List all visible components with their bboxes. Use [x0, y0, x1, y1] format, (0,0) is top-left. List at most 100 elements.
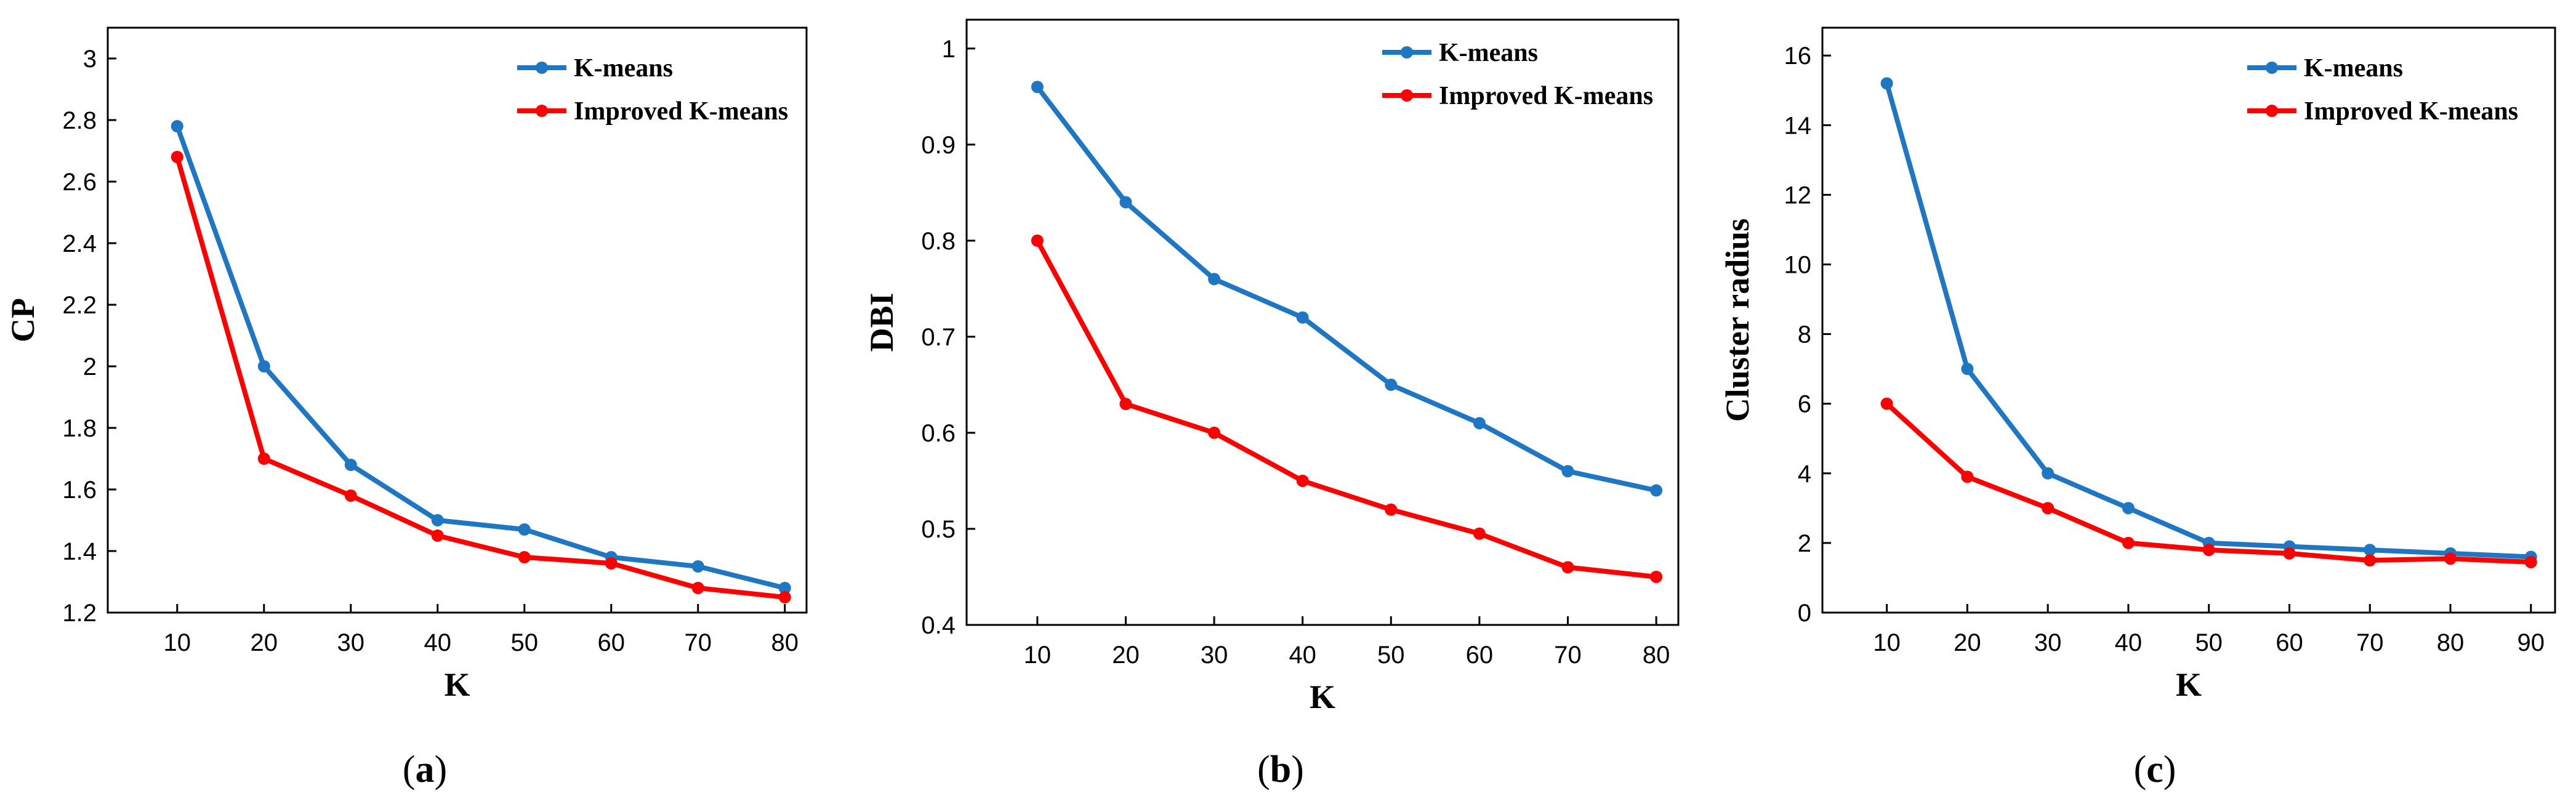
x-tick-label: 30: [1201, 642, 1228, 669]
data-point: [2122, 502, 2135, 515]
data-point: [2042, 502, 2055, 515]
data-point: [2444, 552, 2457, 565]
x-tick-label: 50: [2195, 629, 2223, 656]
x-axis-title: K: [444, 666, 470, 703]
data-point: [2524, 556, 2537, 569]
data-point: [2202, 544, 2215, 557]
x-tick-label: 70: [2356, 629, 2384, 656]
data-point: [431, 514, 444, 526]
x-axis-title: K: [2176, 666, 2202, 703]
y-tick-label: 0.4: [921, 612, 956, 639]
y-tick-label: 2.2: [62, 292, 97, 319]
y-tick-label: 0: [1798, 600, 1811, 627]
series-line-kmeans: [1884, 81, 2534, 560]
y-tick-label: 0.9: [921, 132, 956, 159]
data-point: [344, 459, 357, 471]
y-tick-label: 2: [83, 353, 97, 380]
chart-panel-b: 0.4 0.5 0.6 0.7 0.8 0.9 1 10 20 30 40 50 60 70 80 K DBI K…: [863, 18, 1680, 791]
x-tick-label: 40: [1289, 642, 1316, 669]
y-tick-label: 12: [1784, 182, 1812, 209]
data-point: [1561, 561, 1574, 574]
x-tick-label: 60: [2276, 629, 2303, 656]
data-point: [518, 551, 531, 563]
data-point: [1561, 465, 1574, 478]
x-tick-label: 50: [511, 629, 539, 656]
data-point: [778, 591, 791, 603]
x-tick-label: 20: [1112, 642, 1140, 669]
x-tick-label: 10: [164, 629, 191, 656]
legend-marker: [2266, 62, 2278, 74]
data-point: [1031, 234, 1044, 247]
legend-marker: [1401, 89, 1413, 102]
chart-panel-c: 0 2 4 6 8 10 12 14 16 10 20 30 40 50 60 70 80 90 K Cluster …: [1719, 26, 2556, 791]
data-point: [691, 560, 704, 573]
data-point: [2364, 544, 2377, 557]
data-point: [1296, 311, 1309, 324]
y-tick-label: 8: [1798, 321, 1811, 348]
y-tick-label: 3: [83, 46, 97, 73]
y-tick-label: 0.6: [921, 420, 956, 447]
y-tick-label: 0.7: [921, 324, 956, 351]
x-tick-label: 80: [771, 629, 799, 656]
series-line-improved-kmeans: [174, 155, 787, 600]
data-point: [2042, 467, 2055, 480]
panel-caption: (a): [403, 749, 447, 791]
y-tick-label: 1.8: [62, 415, 97, 442]
panel-caption: (c): [2134, 749, 2176, 791]
series-line-improved-kmeans: [1034, 238, 1659, 579]
data-point: [1119, 196, 1132, 209]
y-tick-label: 1.2: [62, 600, 97, 627]
data-point: [2283, 547, 2296, 560]
legend-marker: [536, 105, 548, 117]
legend-label: Improved K-means: [1439, 82, 1653, 110]
x-tick-label: 60: [598, 629, 626, 656]
x-axis-title: K: [1310, 678, 1335, 715]
data-point: [1650, 484, 1663, 497]
data-point: [1650, 570, 1663, 583]
legend-marker: [1401, 46, 1413, 58]
x-tick-label: 50: [1377, 642, 1405, 669]
y-axis-title: DBI: [863, 292, 900, 352]
data-point: [1880, 77, 1893, 90]
y-tick-label: 0.8: [921, 228, 956, 255]
legend-label: Improved K-means: [574, 97, 788, 126]
y-tick-label: 2: [1798, 530, 1811, 557]
data-point: [344, 489, 357, 502]
y-tick-label: 14: [1784, 112, 1812, 139]
x-tick-label: 10: [1873, 629, 1901, 656]
x-tick-label: 40: [424, 629, 452, 656]
y-tick-label: 2.8: [62, 107, 97, 134]
data-point: [691, 582, 704, 594]
legend-marker: [2266, 105, 2278, 117]
x-tick-label: 20: [1954, 629, 1981, 656]
x-tick-label: 30: [2034, 629, 2062, 656]
data-point: [1208, 426, 1221, 439]
data-point: [518, 523, 531, 536]
x-tick-label: 80: [1643, 642, 1670, 669]
data-point: [1031, 81, 1044, 94]
y-tick-label: 1.4: [62, 538, 97, 565]
y-tick-label: 4: [1798, 461, 1811, 488]
data-point: [1473, 417, 1486, 430]
panel-caption: (b): [1257, 749, 1304, 791]
data-point: [171, 120, 183, 132]
plot-frame: [1821, 26, 2556, 614]
data-point: [171, 151, 183, 163]
y-tick-label: 6: [1798, 391, 1811, 418]
legend-label: K-means: [1439, 39, 1538, 67]
data-point: [778, 582, 791, 594]
x-tick-label: 60: [1466, 642, 1494, 669]
data-point: [1385, 503, 1398, 516]
data-point: [1208, 273, 1221, 286]
y-tick-label: 16: [1784, 42, 1812, 70]
x-tick-label: 10: [1024, 642, 1052, 669]
data-point: [431, 529, 444, 542]
data-point: [605, 557, 618, 570]
x-tick-label: 30: [337, 629, 365, 656]
data-point: [2364, 554, 2377, 567]
x-tick-label: 40: [2115, 629, 2143, 656]
data-point: [2122, 536, 2135, 549]
series-line-kmeans: [1034, 84, 1659, 493]
x-tick-label: 80: [2437, 629, 2465, 656]
